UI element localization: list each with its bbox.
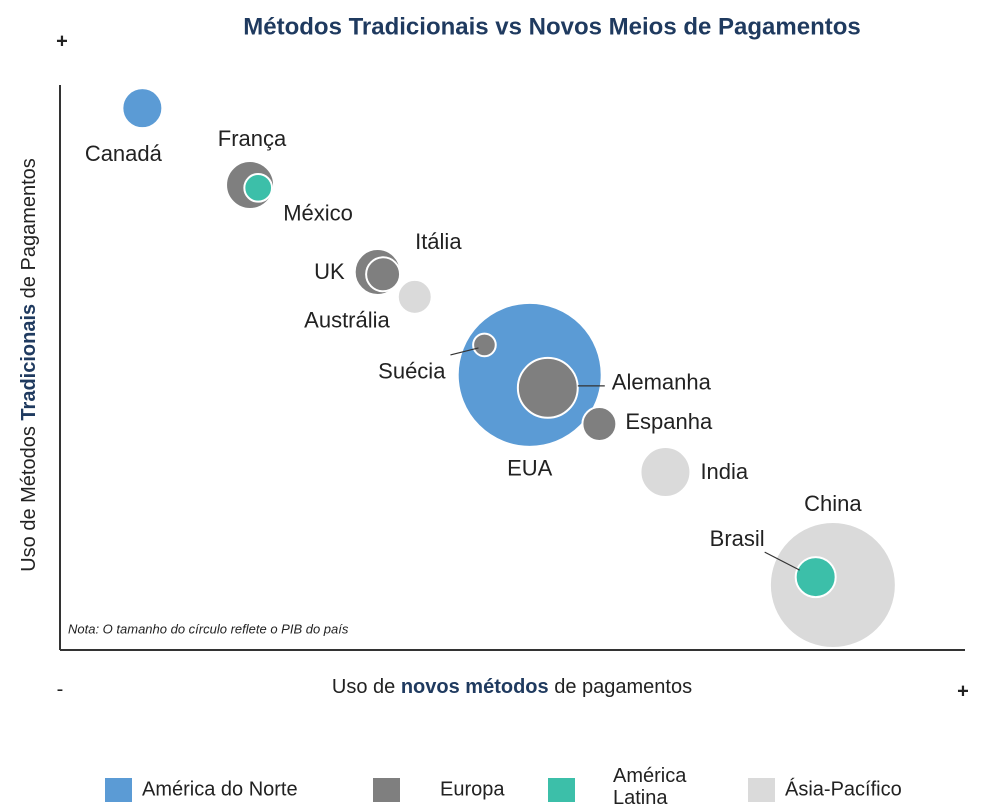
bubble-label: Brasil <box>710 526 765 551</box>
bubble <box>794 556 837 599</box>
bubble-label: México <box>283 201 353 226</box>
bubble-label: Espanha <box>625 409 713 434</box>
x-axis-label-part: novos métodos <box>401 676 549 698</box>
x-axis-label-part: Uso de <box>332 676 401 698</box>
legend-label: América do Norte <box>142 778 298 800</box>
bubble-label: Alemanha <box>612 370 712 395</box>
y-axis-label-part: de Pagamentos <box>18 158 40 304</box>
y-axis-high: + <box>56 30 68 52</box>
bubble-label: Itália <box>415 229 462 254</box>
bubble <box>472 332 497 358</box>
x-axis-label-part: de pagamentos <box>549 676 692 698</box>
chart-title: Métodos Tradicionais vs Novos Meios de P… <box>243 13 861 40</box>
bubble-label: Suécia <box>378 359 446 384</box>
leader-line <box>764 551 800 571</box>
bubble <box>121 87 164 130</box>
legend-swatch <box>748 778 775 802</box>
legend-swatch <box>373 778 400 802</box>
legend-swatch <box>548 778 575 802</box>
bubble-label: França <box>218 126 287 151</box>
bubble <box>581 406 618 442</box>
note: Nota: O tamanho do círculo reflete o PIB… <box>68 621 349 636</box>
bubble-label: UK <box>314 259 345 284</box>
y-axis-label: Uso de Métodos Tradicionais de Pagamento… <box>18 158 40 572</box>
bubble <box>365 256 402 293</box>
bubble-label: EUA <box>507 456 553 481</box>
leader-line <box>450 347 479 356</box>
bubble-label: China <box>804 491 862 516</box>
y-axis-label-part: Uso de Métodos <box>18 421 40 572</box>
bubble-label: Austrália <box>304 308 390 333</box>
legend-swatch <box>105 778 132 802</box>
legend-label: Europa <box>440 778 505 800</box>
y-axis-label-part: Tradicionais <box>18 304 40 421</box>
x-axis-low: - <box>57 678 64 700</box>
bubble-label: Canadá <box>85 141 163 166</box>
x-axis-high: + <box>957 680 969 702</box>
bubble <box>516 356 579 419</box>
bubble-label: India <box>700 459 748 484</box>
x-axis-label: Uso de novos métodos de pagamentos <box>332 676 692 698</box>
legend-label: Ásia-Pacífico <box>785 777 902 800</box>
bubble <box>243 172 274 203</box>
legend-label: América Latina <box>613 765 687 809</box>
bubble <box>639 446 692 499</box>
bubble <box>396 278 433 315</box>
